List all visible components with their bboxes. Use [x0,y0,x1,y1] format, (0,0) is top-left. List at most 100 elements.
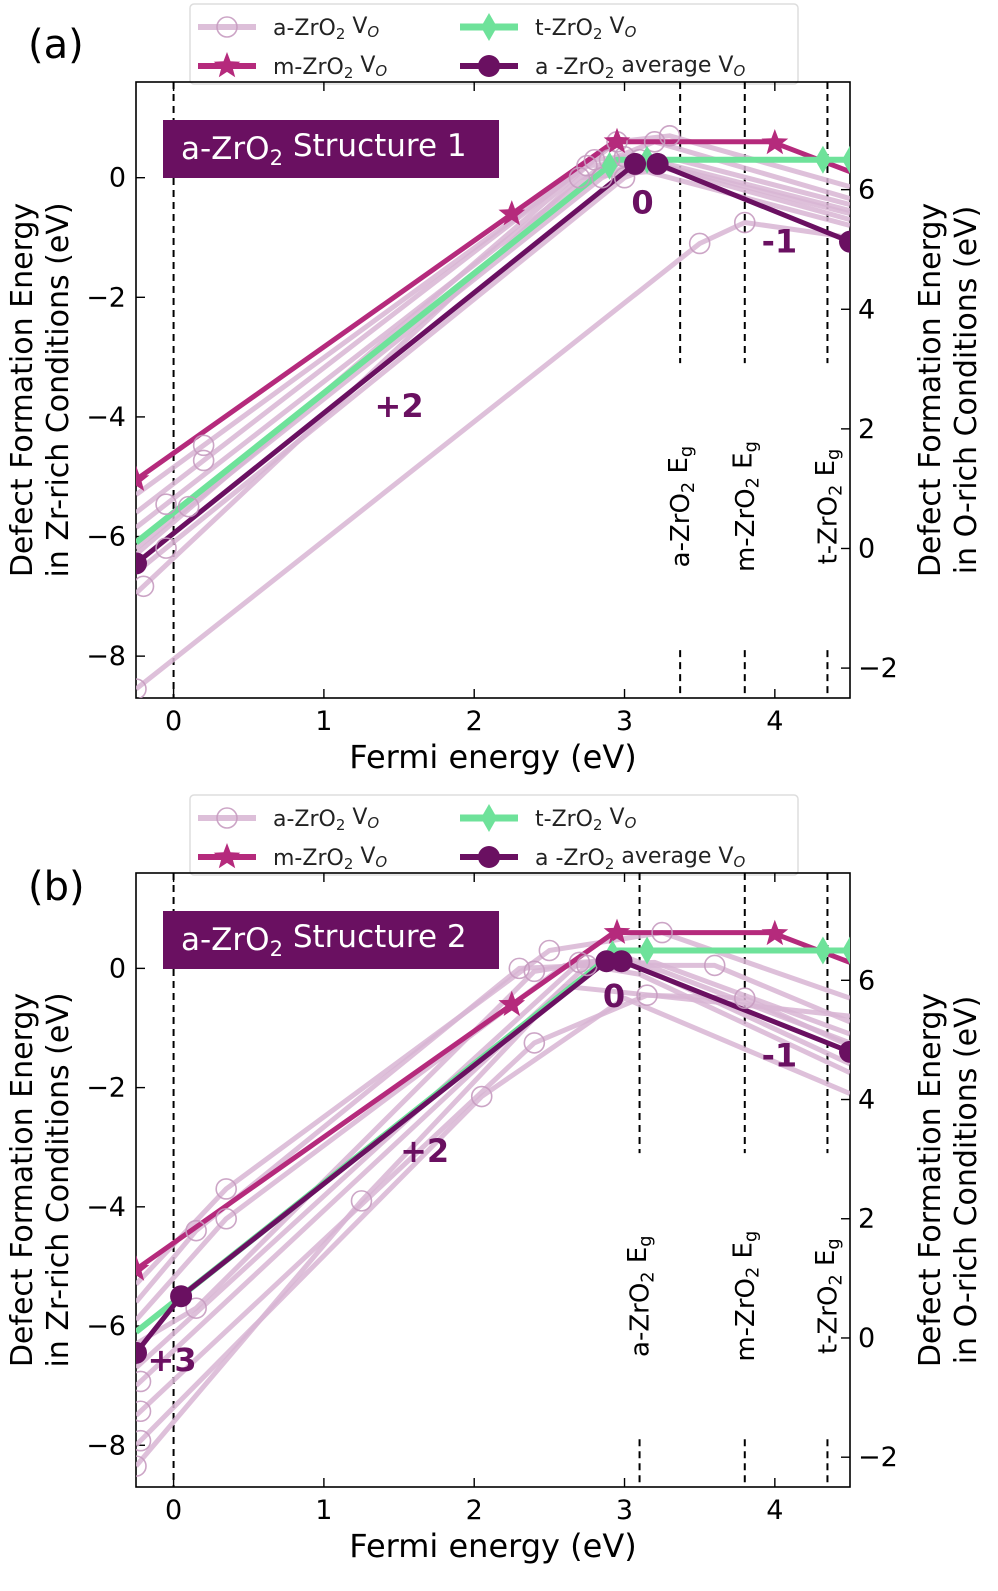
series-marker-a [185,1219,207,1242]
legend-label-avg-part: average V [614,53,733,78]
charge-state-label: 0 [603,977,625,1015]
series-line-m [136,930,850,1272]
series-marker-a [636,984,658,1007]
x-tick-label: 2 [466,706,483,737]
charge-state-label: +3 [148,1341,197,1379]
x-tick-label: 3 [616,706,633,737]
bandgap-label-part: a-ZrO [666,493,696,567]
series-marker-a [576,154,598,177]
series-marker-a [651,921,673,944]
series-line-a [136,220,850,691]
legend-label-avg-part: O [733,62,745,80]
y2-tick-label: −2 [858,653,898,684]
series-marker-a [192,449,215,472]
y2-tick-label: 6 [858,175,875,206]
legend-label-avg: a -ZrO2 average VO [535,53,745,82]
y-axis-label-line1: Defect Formation Energy [5,203,40,577]
series-marker-a [523,960,546,983]
series-marker-avg [624,152,647,175]
legend-label-m-part: V [353,53,375,78]
y-tick-label: −6 [86,522,126,553]
series-marker-a [350,1190,373,1212]
series-marker-m [498,200,526,226]
y-axis-label-line2: in Zr-rich Conditions (eV) [41,992,76,1367]
y2-tick-label: −2 [858,1442,898,1473]
series-marker-m [136,465,150,491]
legend-label-avg-part: 2 [605,64,615,82]
series-marker-t [639,936,656,965]
legend-label-t-part: 2 [593,25,603,43]
legend-marker-t [481,13,497,41]
legend-label-avg: a -ZrO2 average VO [535,844,745,873]
series-marker-t [814,145,831,174]
bandgap-label-part: 2 [679,482,699,493]
series-line-a [136,983,850,1468]
bandgap-label: a-ZrO2 Eg [664,446,699,567]
series-marker-avg [170,1285,193,1308]
series-marker-t [814,936,831,965]
series-marker-a [643,131,666,153]
chart-panel-a: (a) a-ZrO2 VO t-ZrO2 VOm-ZrO2 VO a -ZrO2 av… [5,3,984,776]
x-tick-label: 3 [616,1495,633,1526]
legend-box [189,794,799,876]
legend: a-ZrO2 VO t-ZrO2 VOm-ZrO2 VO a -ZrO2 avera… [189,3,799,85]
y2-axis-label-line1: Defect Formation Energy [913,993,948,1367]
series-marker-avg [646,152,669,175]
legend-marker-t [481,804,497,832]
series-marker-a [583,148,606,171]
bandgap-label-part: m-ZrO [731,488,761,572]
legend-label-t-part: t-ZrO [535,16,593,41]
y2-axis-label-line2: in O-rich Conditions (eV) [949,206,984,575]
legend-label-t-part: V [603,14,625,39]
x-tick-label: 2 [466,1495,483,1526]
bandgap-label-part: g [824,449,844,460]
panel-label: (a) [28,22,84,68]
legend-label-t-part: V [603,805,625,830]
axes-frame [135,872,851,1488]
charge-state-label: -1 [762,222,798,260]
bandgap-label-part: g [741,1231,761,1242]
legend-label-a-part: a-ZrO [273,16,336,41]
bandgap-label-part: E [623,1247,653,1272]
series-marker-a [185,1297,207,1319]
series-marker-a [192,434,215,457]
series-marker-a [136,1400,152,1423]
series-marker-a [703,954,726,977]
plot-area [136,82,850,698]
series-marker-avg [839,230,850,253]
legend-marker-a [216,807,238,829]
bandgap-label: t-ZrO2 Eg [811,449,846,565]
legend-marker-avg [478,846,500,868]
series-marker-m [761,129,789,155]
bandgap-label-part: t-ZrO [813,1286,843,1355]
legend-label-m-part: 2 [344,855,354,873]
legend-label-t: t-ZrO2 VO [535,805,637,834]
structure-title-text-part: 2 [270,936,283,961]
legend-label-a-part: V [345,14,367,39]
structure-title: a-ZrO2 Structure 2 [163,911,499,969]
series-marker-avg [595,950,618,973]
series-marker-m [136,1255,150,1281]
bandgap-label-part: 2 [639,1271,659,1282]
series-marker-a [136,1455,147,1477]
bandgap-label-part: g [677,446,697,457]
series-marker-a [136,678,147,698]
series-marker-avg [136,552,147,575]
legend-label-a: a-ZrO2 VO [273,805,379,834]
bandgap-label-part: E [664,457,694,482]
legend-label-m-part: O [375,62,387,80]
charge-state-label: +2 [375,387,424,425]
bandgap-label-part: E [811,460,841,485]
legend-label-m: m-ZrO2 VO [273,844,387,873]
bandgap-label-part: E [811,1250,841,1275]
bandgap-label-part: E [728,1242,758,1267]
legend-marker-avg [478,55,500,77]
structure-title-text-part: a-ZrO [181,922,270,958]
series-marker-a [215,1178,237,1200]
legend-label-avg-part: average V [614,844,733,869]
y2-tick-label: 6 [858,965,875,996]
y-tick-label: −2 [86,1073,126,1104]
series-marker-t [601,151,618,180]
bandgap-label-part: g [741,441,761,452]
series-marker-a [155,493,177,516]
